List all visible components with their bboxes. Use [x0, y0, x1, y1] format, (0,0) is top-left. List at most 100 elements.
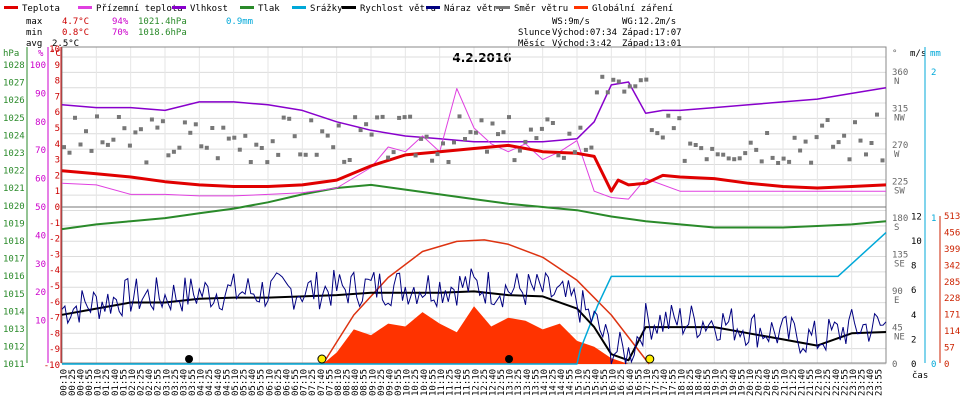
- tick-x: 06:40: [282, 369, 292, 396]
- series-smer-point: [402, 115, 407, 120]
- series-smer-point: [507, 115, 511, 120]
- tick-ms: 10: [911, 237, 922, 247]
- series-smer-point: [485, 149, 489, 154]
- series-smer-point: [523, 139, 528, 144]
- tick-wm2: 456: [944, 228, 960, 238]
- series-smer-point: [325, 133, 330, 138]
- tick-dir: 360: [892, 68, 908, 78]
- tick-ms: 2: [911, 335, 916, 345]
- axis-unit-hpa: hPa: [3, 49, 19, 59]
- stat-max-press: 1021.4hPa: [138, 17, 187, 27]
- series-smer-point: [660, 135, 665, 140]
- series-smer-point: [655, 131, 660, 136]
- tick-x: 08:25: [343, 369, 353, 396]
- series-smer-point: [314, 152, 319, 157]
- tick-x: 20:40: [763, 369, 773, 396]
- stat-max-temp: 4.7°C: [62, 17, 89, 27]
- tick-compass: W: [894, 150, 900, 160]
- series-smer-point: [193, 122, 198, 127]
- series-smer-point: [644, 77, 649, 82]
- tick-x: 00:55: [85, 369, 95, 396]
- series-smer-point: [671, 126, 676, 131]
- series-smer-point: [627, 84, 632, 89]
- tick-compass: N: [894, 77, 899, 87]
- series-smer-point: [594, 90, 599, 95]
- series-smer-point: [138, 127, 143, 132]
- tick-x: 03:55: [188, 369, 198, 396]
- stat-max-hum: 94%: [112, 17, 129, 27]
- tick-x: 10:25: [411, 369, 421, 396]
- series-smer-point: [430, 158, 435, 163]
- series-smer-point: [561, 155, 566, 160]
- tick-compass: SW: [894, 187, 905, 197]
- series-smer-point: [556, 153, 561, 158]
- series-smer-point: [342, 159, 347, 164]
- tick-hpa: 1015: [3, 290, 25, 300]
- series-smer-point: [358, 128, 363, 133]
- series-smer-point: [792, 135, 797, 140]
- moon-rise: Východ:3:42: [552, 39, 612, 49]
- tick-x: 16:55: [634, 369, 644, 396]
- series-smer-point: [221, 125, 226, 130]
- series-smer-point: [479, 118, 484, 123]
- moonset-marker: [505, 355, 514, 363]
- tick-x: 03:40: [179, 369, 189, 396]
- series-teplota: [61, 143, 887, 193]
- tick-x: 23:25: [858, 369, 868, 396]
- tick-x: 21:10: [780, 369, 790, 396]
- legend-label-smer: Směr větru: [514, 4, 568, 14]
- tick-dir: 135: [892, 251, 908, 261]
- series-smer-point: [435, 152, 440, 157]
- tick-compass: S: [894, 223, 899, 233]
- tick-hpa: 1016: [3, 272, 25, 282]
- tick-dir: 270: [892, 141, 908, 151]
- tick-x: 15:40: [591, 369, 601, 396]
- series-smer-point: [704, 157, 709, 162]
- series-smer-point: [682, 158, 687, 163]
- series-smer-point: [534, 136, 539, 141]
- tick-dir: 315: [892, 105, 908, 115]
- tick-x: 09:40: [385, 369, 395, 396]
- tick-x: 20:10: [746, 369, 756, 396]
- series-smer-point: [298, 152, 303, 157]
- tick-temp: 10: [49, 45, 60, 55]
- legend-swatch-vlhkost: [172, 6, 186, 9]
- series-smer-point: [853, 120, 857, 125]
- tick-x: 07:55: [325, 369, 335, 396]
- tick-temp: 4: [55, 140, 60, 150]
- series-smer-point: [875, 112, 879, 117]
- series-smer-point: [814, 135, 819, 140]
- series-smer-point: [270, 139, 275, 144]
- series-smer-point: [265, 160, 270, 165]
- series-smer-point: [303, 152, 308, 157]
- series-smer-point: [248, 160, 253, 164]
- series-smer-point: [880, 158, 885, 163]
- tick-wm2: 342: [944, 261, 960, 271]
- series-smer-point: [441, 141, 445, 146]
- tick-dir: 225: [892, 178, 908, 188]
- series-smer-point: [710, 146, 715, 151]
- series-smer-point: [737, 156, 742, 161]
- series-smer-point: [770, 155, 775, 160]
- legend-label-rychlost: Rychlost větru: [360, 4, 436, 14]
- tick-x: 14:10: [540, 369, 550, 396]
- series-smer-point: [864, 152, 868, 157]
- tick-wm2: 114: [944, 327, 960, 337]
- series-smer-point: [188, 130, 193, 135]
- series-smer-point: [666, 113, 671, 118]
- series-smer-point: [347, 158, 352, 162]
- tick-x: 02:55: [154, 369, 164, 396]
- tick-x: 23:55: [875, 369, 885, 396]
- tick-x: 14:40: [557, 369, 567, 396]
- tick-x: 23:10: [849, 369, 859, 396]
- tick-x: 21:55: [806, 369, 816, 396]
- sun-label: Slunce: [518, 28, 551, 38]
- series-smer-point: [182, 120, 187, 125]
- series-pocitova: [61, 88, 886, 200]
- tick-temp: -1: [49, 219, 60, 229]
- tick-x: 15:25: [583, 369, 593, 396]
- series-zareni-area: [322, 306, 646, 364]
- series-smer-point: [336, 123, 341, 128]
- tick-temp: 0: [55, 203, 60, 213]
- series-smer-point: [215, 156, 220, 161]
